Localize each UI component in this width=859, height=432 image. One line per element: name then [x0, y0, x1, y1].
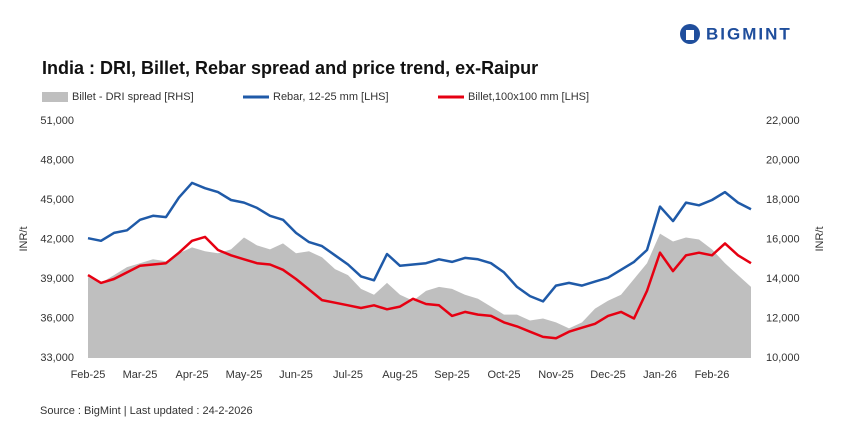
- x-tick-label: Jan-26: [643, 369, 677, 381]
- logo: BIGMINT: [680, 24, 792, 44]
- x-tick-label: Aug-25: [382, 369, 417, 381]
- price-line: [87, 181, 752, 303]
- price-line: [87, 235, 752, 340]
- y-tick-label: 51,000: [40, 115, 74, 127]
- y2-tick-label: 16,000: [766, 233, 800, 245]
- x-tick-label: Mar-25: [123, 369, 158, 381]
- legend-label: Rebar, 12-25 mm [LHS]: [273, 91, 389, 103]
- x-tick-label: Jun-25: [279, 369, 313, 381]
- spread-area: [88, 233, 751, 358]
- x-tick-label: Sep-25: [434, 369, 469, 381]
- y-tick-label: 33,000: [40, 352, 74, 364]
- y-tick-label: 39,000: [40, 273, 74, 285]
- x-tick-label: Feb-26: [695, 369, 730, 381]
- legend-swatch: [42, 92, 68, 102]
- y2-tick-label: 12,000: [766, 312, 800, 324]
- y-tick-label: 45,000: [40, 194, 74, 206]
- brand: BIGMINT: [706, 24, 792, 43]
- source: Source : BigMint | Last updated : 24-2-2…: [40, 405, 253, 417]
- x-tick-label: Dec-25: [590, 369, 625, 381]
- y2-axis-title: INR/t: [814, 226, 826, 251]
- y-tick-label: 36,000: [40, 312, 74, 324]
- y2-tick-label: 20,000: [766, 154, 800, 166]
- y-tick-label: 42,000: [40, 233, 74, 245]
- x-tick-label: Nov-25: [538, 369, 573, 381]
- y2-tick-label: 22,000: [766, 115, 800, 127]
- y2-tick-label: 18,000: [766, 194, 800, 206]
- x-tick-label: Apr-25: [175, 369, 208, 381]
- legend-label: Billet,100x100 mm [LHS]: [468, 91, 589, 103]
- y-tick-label: 48,000: [40, 154, 74, 166]
- x-tick-label: May-25: [226, 369, 263, 381]
- y2-tick-label: 14,000: [766, 273, 800, 285]
- x-tick-label: Feb-25: [71, 369, 106, 381]
- logo-icon-cut: [686, 30, 694, 40]
- legend-label: Billet - DRI spread [RHS]: [72, 91, 194, 103]
- x-tick-label: Oct-25: [487, 369, 520, 381]
- y2-tick-label: 10,000: [766, 352, 800, 364]
- y-axis-title: INR/t: [18, 226, 30, 251]
- x-tick-label: Jul-25: [333, 369, 363, 381]
- chart-title: India : DRI, Billet, Rebar spread and pr…: [42, 58, 538, 78]
